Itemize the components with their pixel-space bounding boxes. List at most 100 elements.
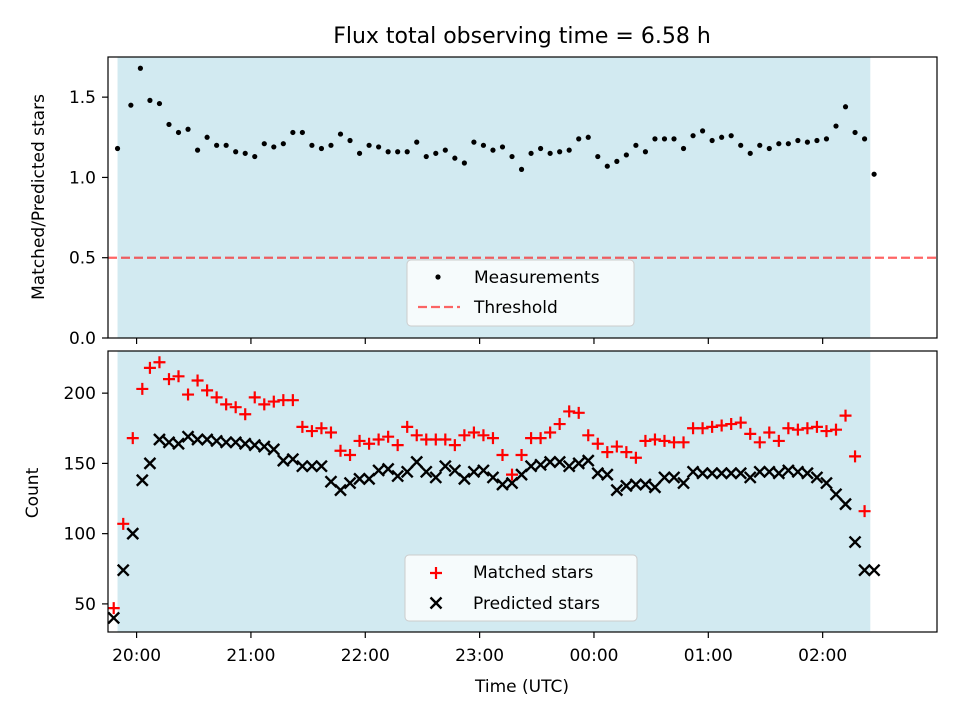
legend-threshold-label: Threshold (473, 298, 558, 318)
predicted-star-marker (677, 476, 690, 490)
predicted-star-marker (581, 454, 595, 467)
bottom-y-tick-label: 50 (74, 595, 96, 615)
bottom-y-axis-label: Count (23, 467, 43, 518)
measurement-point (175, 129, 182, 136)
matched-star-marker (467, 426, 480, 439)
top-y-tick-label: 1.5 (69, 88, 96, 108)
measurement-point (395, 149, 401, 155)
matched-star-marker (107, 602, 120, 615)
top-panel: 0.0 0.5 1.0 1.5 Matched/Predicted stars Mea… (29, 56, 938, 349)
measurement-point (194, 147, 201, 153)
measurement-point (757, 142, 763, 148)
predicted-star-marker (648, 480, 662, 494)
bottom-x-tick-label: 22:00 (341, 646, 390, 666)
legend-predicted-marker (429, 596, 443, 610)
bottom-panel: 50 100 150 200 20:00 21:00 22:00 23:00 00:00 01:… (23, 350, 938, 697)
matched-star-marker (582, 429, 595, 442)
matched-star-marker (791, 423, 804, 436)
predicted-star-marker (343, 476, 357, 490)
matched-star-marker (629, 451, 642, 464)
measurement-point (557, 149, 563, 155)
matched-star-marker (296, 420, 309, 433)
matched-star-marker (410, 429, 423, 442)
predicted-star-marker (829, 487, 843, 501)
measurement-point (366, 142, 372, 148)
matched-star-marker (162, 373, 175, 386)
measurement-point (414, 139, 420, 145)
matched-star-marker (258, 398, 271, 411)
x-axis-label: Time (UTC) (474, 677, 569, 697)
predicted-star-marker (135, 473, 149, 487)
measurement-point (204, 134, 210, 140)
measurement-point (728, 133, 734, 139)
measurement-point (871, 171, 877, 177)
chart-title: Flux total observing time = 6.58 h (333, 24, 711, 49)
matched-star-marker (658, 434, 671, 447)
bottom-y-tick-label: 100 (64, 525, 96, 545)
measurement-point (280, 141, 286, 147)
measurement-point (766, 145, 772, 152)
bottom-x-tick-label: 21:00 (226, 646, 275, 666)
measurement-point (318, 145, 325, 152)
measurement-point (547, 150, 553, 156)
measurement-point (356, 150, 363, 156)
measurement-point (680, 145, 687, 152)
matched-star-marker (696, 422, 709, 435)
measurement-point (114, 145, 121, 152)
measurement-point (604, 163, 610, 169)
predicted-star-marker (429, 471, 443, 484)
predicted-stars-series (107, 430, 881, 625)
legend-predicted-label: Predicted stars (473, 594, 600, 614)
matched-star-marker (248, 391, 261, 404)
measurement-point (223, 142, 229, 148)
predicted-star-marker (743, 471, 757, 484)
measurement-point (337, 131, 344, 137)
measurement-point (452, 155, 458, 161)
measurement-point (242, 150, 248, 156)
matched-star-marker (506, 468, 519, 481)
bottom-x-tick-label: 00:00 (569, 646, 618, 666)
measurement-point (671, 136, 677, 142)
matched-star-marker (572, 406, 585, 419)
measurement-point (633, 142, 639, 148)
matched-star-marker (515, 448, 528, 461)
measurement-point (385, 149, 391, 155)
matched-star-marker (382, 430, 395, 443)
top-legend: Measurements Threshold (406, 259, 635, 327)
bottom-x-tick-label: 20:00 (112, 646, 161, 666)
top-legend-box (406, 259, 635, 327)
top-y-tick-label: 0.5 (69, 249, 96, 269)
matched-star-marker (201, 384, 214, 397)
matched-star-marker (620, 446, 633, 459)
predicted-star-marker (705, 466, 719, 480)
bottom-x-tick-label: 02:00 (798, 646, 847, 666)
predicted-star-marker (486, 471, 500, 484)
predicted-star-marker (181, 430, 195, 444)
predicted-star-marker (715, 466, 728, 480)
legend-predicted-cross (429, 596, 443, 610)
measurement-point (166, 121, 172, 128)
measurement-point (642, 149, 649, 155)
predicted-star-marker (667, 471, 681, 484)
predicted-star-marker (848, 535, 862, 549)
bottom-x-tick-label: 23:00 (455, 646, 504, 666)
measurement-point (585, 134, 591, 140)
matched-star-marker (782, 422, 795, 435)
predicted-star-marker (107, 611, 121, 625)
matched-star-marker (220, 398, 233, 411)
measurement-point (738, 142, 744, 148)
matched-star-marker (648, 433, 661, 446)
matched-stars-series (107, 356, 871, 615)
predicted-star-marker (562, 459, 576, 473)
matched-star-marker (477, 429, 490, 442)
legend-matched-marker (430, 567, 442, 579)
matched-star-marker (363, 437, 376, 450)
matched-star-marker (820, 425, 833, 438)
measurement-point (290, 129, 296, 136)
predicted-star-marker (753, 465, 767, 479)
legend-measurements-label: Measurements (474, 268, 600, 288)
measurement-point (156, 100, 163, 107)
measurement-point (128, 102, 134, 108)
matched-star-marker (117, 517, 130, 530)
